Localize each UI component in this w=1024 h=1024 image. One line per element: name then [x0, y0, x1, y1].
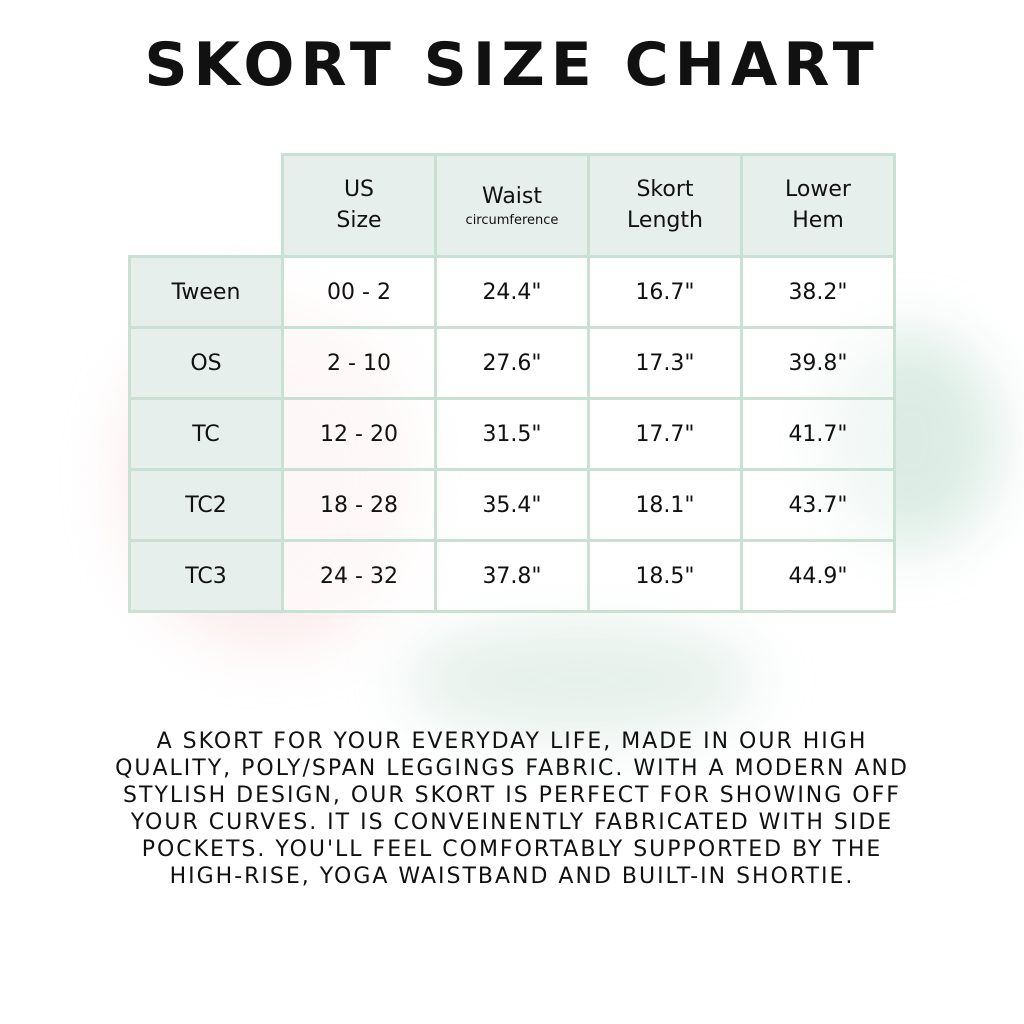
row-label: TC: [128, 397, 284, 471]
table-cell: 2 - 10: [281, 326, 437, 400]
header-us-size: US Size: [281, 153, 437, 258]
table-row: Tween 00 - 2 24.4" 16.7" 38.2": [128, 255, 896, 329]
table-cell: 27.6": [434, 326, 590, 400]
table-cell: 35.4": [434, 468, 590, 542]
row-label: TC2: [128, 468, 284, 542]
header-waist: Waist circumference: [434, 153, 590, 258]
table-cell: 16.7": [587, 255, 743, 329]
table-cell: 18 - 28: [281, 468, 437, 542]
row-label: OS: [128, 326, 284, 400]
table-row: OS 2 - 10 27.6" 17.3" 39.8": [128, 326, 896, 400]
description: A skort for your everyday life, made in …: [115, 729, 909, 889]
header-row: US Size Waist circumference Skort Length Lo…: [129, 153, 896, 258]
corner-cell: [129, 154, 284, 258]
table-cell: 38.2": [740, 255, 896, 329]
table-cell: 18.1": [587, 468, 743, 542]
row-label: TC3: [128, 539, 284, 613]
table-row: TC 12 - 20 31.5" 17.7" 41.7": [128, 397, 896, 471]
table-cell: 18.5": [587, 539, 743, 613]
table-cell: 24.4": [434, 255, 590, 329]
header-skort-length: Skort Length: [587, 153, 743, 258]
table-cell: 17.7": [587, 397, 743, 471]
table-cell: 00 - 2: [281, 255, 437, 329]
table-row: TC2 18 - 28 35.4" 18.1" 43.7": [128, 468, 896, 542]
table-cell: 44.9": [740, 539, 896, 613]
table-cell: 41.7": [740, 397, 896, 471]
header-lower-hem: Lower Hem: [740, 153, 896, 258]
table-cell: 17.3": [587, 326, 743, 400]
table-cell: 12 - 20: [281, 397, 437, 471]
table-cell: 24 - 32: [281, 539, 437, 613]
table-cell: 37.8": [434, 539, 590, 613]
page-title: SKORT SIZE CHART: [144, 30, 880, 100]
size-table: US Size Waist circumference Skort Length Lo…: [128, 153, 896, 613]
table-cell: 43.7": [740, 468, 896, 542]
background-decoration: [400, 620, 760, 740]
table-cell: 31.5": [434, 397, 590, 471]
table-row: TC3 24 - 32 37.8" 18.5" 44.9": [128, 539, 896, 613]
row-label: Tween: [128, 255, 284, 329]
table-cell: 39.8": [740, 326, 896, 400]
